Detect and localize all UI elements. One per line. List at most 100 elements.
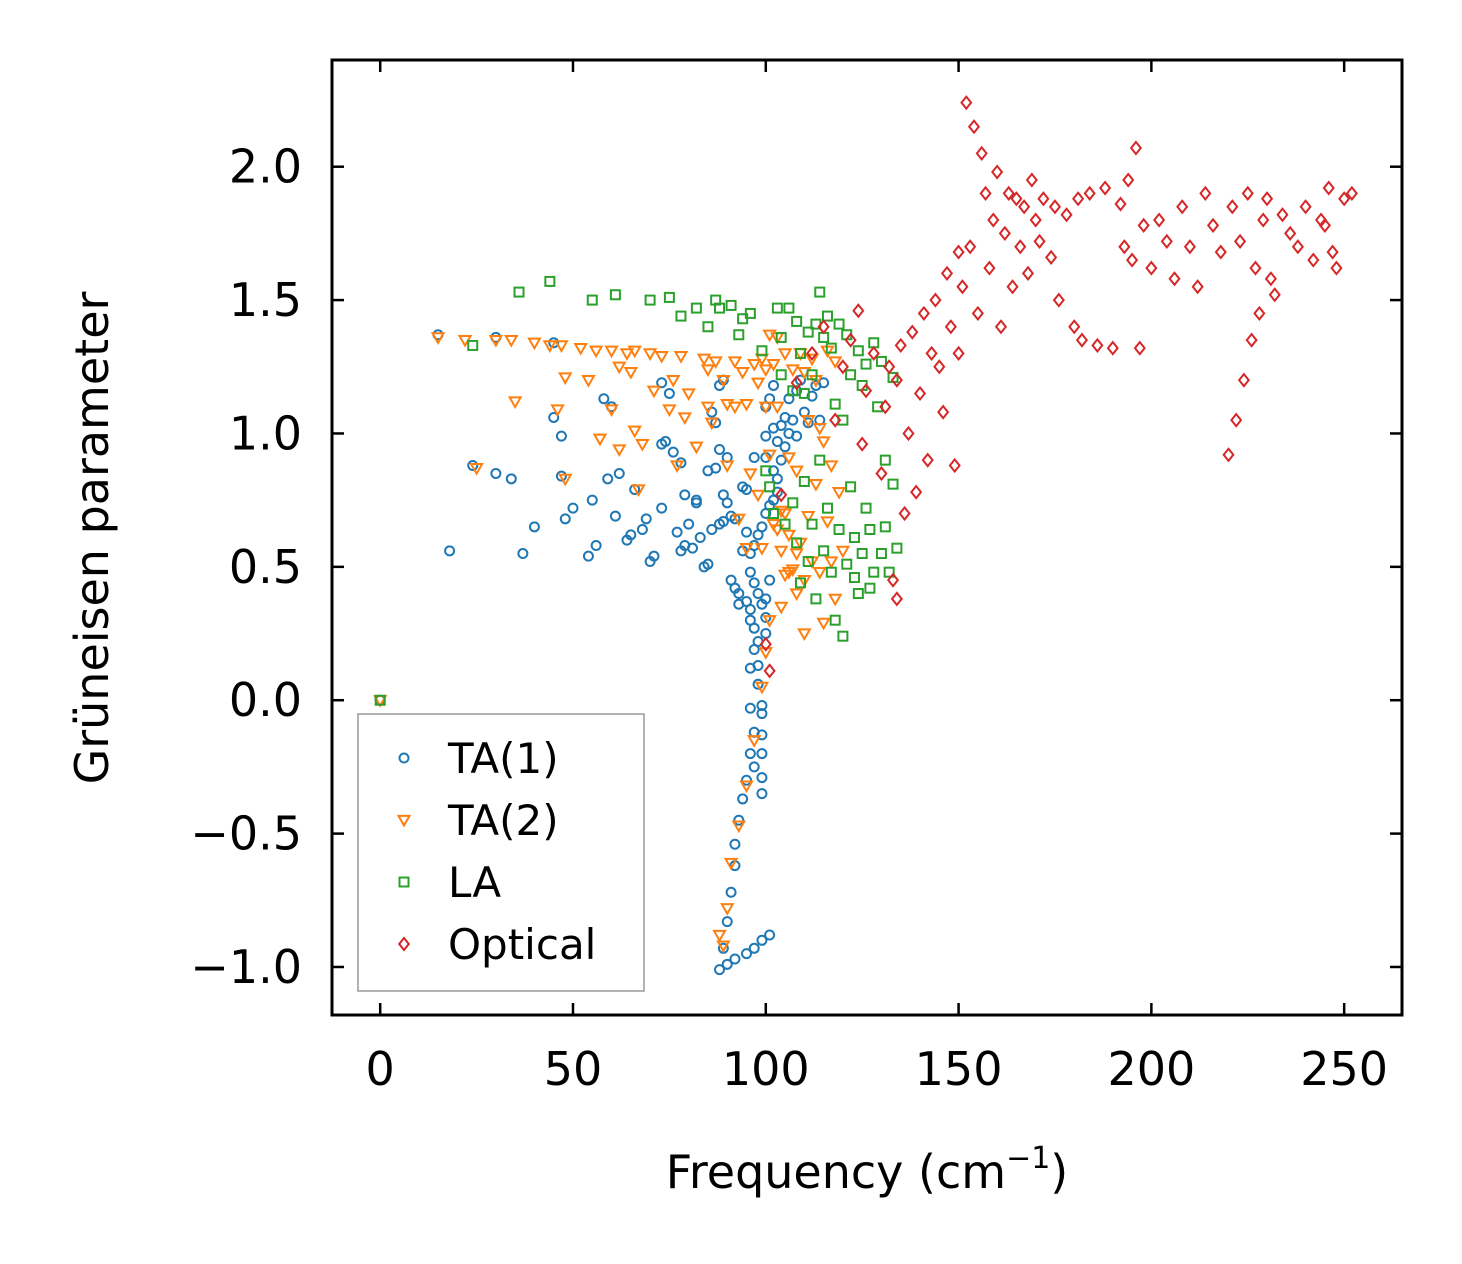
- data-point: [555, 470, 567, 482]
- data-point: [729, 838, 741, 850]
- data-point: [586, 494, 598, 506]
- data-point: [812, 567, 827, 580]
- data-point: [787, 385, 799, 397]
- data-point: [716, 374, 731, 388]
- data-point: [1307, 252, 1320, 268]
- data-point: [864, 582, 876, 594]
- data-point: [1018, 199, 1031, 215]
- data-point: [1137, 217, 1150, 233]
- data-point: [921, 452, 934, 468]
- data-point: [773, 545, 789, 559]
- data-point: [690, 302, 702, 314]
- data-point: [739, 398, 754, 412]
- data-point: [818, 377, 830, 389]
- data-point: [1133, 340, 1146, 356]
- legend-marker: [396, 814, 412, 828]
- data-point: [748, 540, 760, 552]
- data-point: [775, 331, 787, 343]
- data-point: [517, 548, 529, 560]
- data-point: [1260, 191, 1274, 207]
- data-point: [810, 593, 822, 605]
- data-point: [891, 542, 903, 554]
- data-point: [845, 369, 857, 381]
- data-point: [716, 940, 731, 954]
- data-point: [875, 465, 888, 482]
- data-point: [586, 294, 598, 306]
- data-point: [789, 588, 804, 602]
- data-point: [960, 95, 973, 111]
- data-point: [625, 529, 637, 541]
- data-point: [759, 636, 772, 652]
- data-point: [794, 577, 806, 589]
- data-point: [744, 566, 756, 578]
- series-ta-2: [372, 329, 851, 954]
- data-point: [756, 748, 768, 760]
- data-point: [744, 307, 756, 319]
- data-point: [756, 788, 768, 800]
- data-point: [887, 478, 899, 490]
- data-point: [829, 412, 842, 428]
- data-point: [700, 364, 716, 377]
- x-tick-label: 0: [366, 1042, 395, 1096]
- data-point: [797, 575, 812, 588]
- data-point: [640, 513, 652, 525]
- legend-items: TA(1) TA(2) LA Optical: [396, 734, 596, 969]
- y-tick-label: 1.0: [229, 406, 302, 460]
- data-point: [925, 345, 938, 362]
- data-point: [806, 390, 818, 402]
- data-point: [505, 473, 517, 485]
- data-point: [631, 484, 646, 497]
- data-point: [1253, 305, 1266, 322]
- x-tick-label: 150: [915, 1042, 1003, 1096]
- data-point: [548, 411, 560, 423]
- x-tick-label: 250: [1300, 1042, 1388, 1096]
- data-point: [829, 398, 841, 410]
- x-axis-label-suffix: ): [1050, 1145, 1068, 1199]
- data-point: [848, 572, 860, 584]
- data-point: [890, 372, 903, 388]
- data-point: [789, 548, 804, 562]
- data-point: [1075, 332, 1089, 348]
- data-point: [770, 401, 785, 415]
- data-point: [752, 588, 764, 600]
- data-point: [1118, 239, 1131, 255]
- data-point: [1230, 412, 1243, 428]
- data-point: [1025, 172, 1038, 188]
- legend-label: TA(2): [447, 796, 559, 845]
- data-point: [642, 348, 658, 361]
- data-point: [1326, 244, 1339, 260]
- data-point: [1106, 340, 1119, 356]
- data-point: [1330, 260, 1343, 276]
- data-point: [602, 473, 614, 485]
- data-point: [733, 329, 745, 341]
- data-point: [689, 441, 704, 455]
- data-point: [820, 516, 835, 530]
- data-point: [798, 387, 810, 399]
- data-point: [704, 417, 720, 431]
- data-point: [821, 310, 833, 322]
- legend-label: TA(1): [447, 734, 559, 783]
- data-point: [708, 356, 723, 369]
- data-point: [720, 460, 735, 473]
- data-point: [844, 332, 857, 348]
- data-point: [750, 377, 766, 391]
- data-point: [612, 361, 627, 375]
- data-point: [604, 345, 619, 359]
- data-point: [775, 487, 788, 503]
- data-point: [1033, 233, 1046, 249]
- legend-item: Optical: [397, 920, 596, 969]
- data-point: [666, 374, 681, 388]
- data-point: [937, 404, 950, 420]
- data-point: [779, 518, 791, 530]
- data-point: [787, 497, 799, 509]
- data-point: [1291, 239, 1304, 255]
- data-point: [1099, 180, 1112, 196]
- data-point: [835, 545, 851, 559]
- data-point: [1264, 271, 1277, 287]
- data-point: [756, 934, 768, 946]
- data-point: [694, 532, 706, 543]
- data-point: [762, 449, 777, 463]
- data-point: [816, 617, 831, 631]
- data-point: [917, 305, 930, 322]
